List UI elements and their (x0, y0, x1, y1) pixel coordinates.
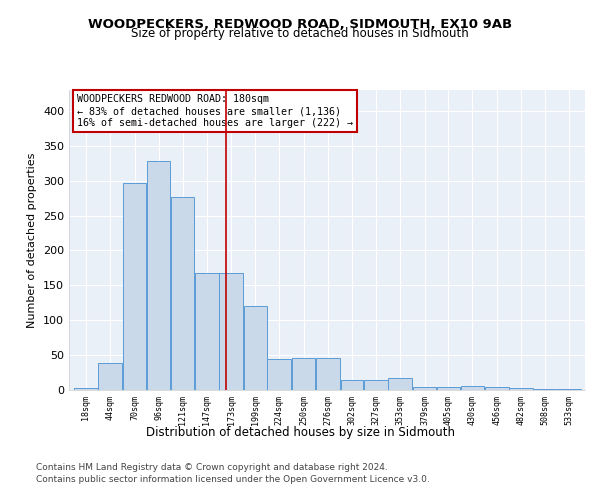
Bar (147, 161, 170, 390)
Bar (509, 388, 533, 390)
Bar (437, 386, 460, 390)
Bar (485, 386, 509, 390)
Text: WOODPECKERS, REDWOOD ROAD, SIDMOUTH, EX10 9AB: WOODPECKERS, REDWOOD ROAD, SIDMOUTH, EX1… (88, 18, 512, 30)
Text: Contains public sector information licensed under the Open Government Licence v3: Contains public sector information licen… (36, 475, 430, 484)
Bar (74, 388, 98, 390)
Bar (341, 380, 363, 390)
Bar (220, 274, 243, 390)
Bar (388, 378, 412, 390)
Bar (268, 360, 291, 390)
Text: Distribution of detached houses by size in Sidmouth: Distribution of detached houses by size … (146, 426, 455, 439)
Bar (364, 380, 388, 390)
Text: WOODPECKERS REDWOOD ROAD: 180sqm
← 83% of detached houses are smaller (1,136)
16: WOODPECKERS REDWOOD ROAD: 180sqm ← 83% o… (77, 94, 353, 128)
Bar (98, 363, 122, 390)
Bar (557, 388, 581, 390)
Bar (195, 274, 219, 390)
Text: Contains HM Land Registry data © Crown copyright and database right 2024.: Contains HM Land Registry data © Crown c… (36, 464, 388, 472)
Y-axis label: Number of detached properties: Number of detached properties (28, 152, 37, 328)
Bar (244, 306, 266, 390)
Bar (413, 386, 436, 390)
Bar (123, 183, 146, 390)
Bar (461, 386, 484, 390)
Bar (170, 196, 194, 390)
Text: Size of property relative to detached houses in Sidmouth: Size of property relative to detached ho… (131, 28, 469, 40)
Bar (316, 358, 340, 390)
Bar (534, 388, 556, 390)
Bar (292, 358, 316, 390)
